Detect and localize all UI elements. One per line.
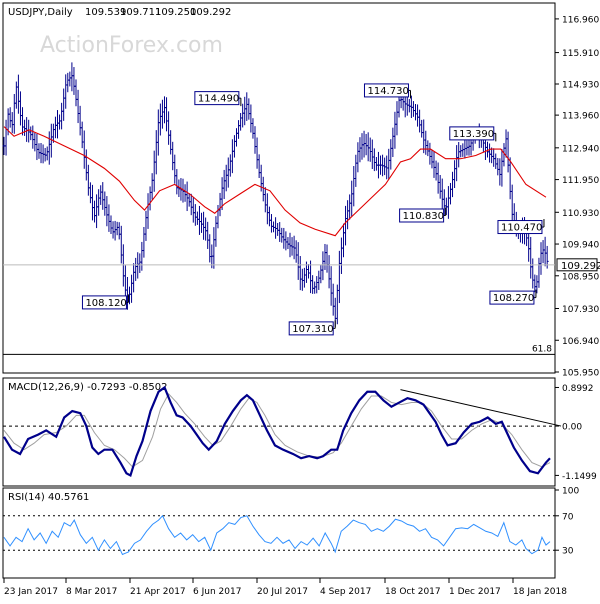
annotation-label: 107.310 (292, 324, 333, 335)
macd-title: MACD(12,26,9) -0.7293 -0.8502 (8, 382, 168, 393)
macd-tick-label: -1.1499 (562, 472, 597, 482)
price-tick-label: 109.940 (562, 241, 599, 251)
price-tick-label: 116.960 (562, 15, 599, 25)
price-tick-label: 111.950 (562, 176, 599, 186)
price-tick-label: 114.930 (562, 81, 599, 91)
price-title: USDJPY,Daily (8, 7, 73, 18)
price-tick-label: 108.950 (562, 272, 599, 282)
x-tick-label: 20 Jul 2017 (257, 587, 308, 597)
annotation-label: 108.120 (85, 298, 126, 309)
annotation-label: 114.730 (367, 86, 408, 97)
annotation-label: 114.490 (198, 94, 239, 105)
price-tick-label: 110.930 (562, 209, 599, 219)
price-tick-label: 113.960 (562, 112, 599, 122)
price-tick-label: 112.940 (562, 144, 599, 154)
annotation-label: 110.830 (403, 211, 444, 222)
fib-level-label: 61.8 (532, 344, 552, 354)
price-tick-label: 106.940 (562, 337, 599, 347)
x-tick-label: 8 Mar 2017 (66, 587, 117, 597)
x-tick-label: 4 Sep 2017 (320, 587, 371, 597)
x-tick-label: 1 Dec 2017 (449, 587, 501, 597)
x-tick-label: 21 Apr 2017 (130, 587, 186, 597)
annotation-label: 108.270 (493, 293, 534, 304)
x-tick-label: 23 Jan 2017 (4, 587, 58, 597)
annotation-label: 113.390 (453, 129, 494, 140)
x-tick-label: 18 Oct 2017 (385, 587, 441, 597)
ohlc-close: 109.292 (190, 7, 231, 18)
rsi-tick-label: 100 (562, 487, 579, 497)
x-tick-label: 6 Jun 2017 (193, 587, 241, 597)
macd-tick-label: 0.00 (562, 423, 582, 433)
price-tick-label: 115.910 (562, 49, 599, 59)
rsi-tick-label: 30 (562, 547, 574, 557)
rsi-title: RSI(14) 40.5761 (8, 492, 89, 503)
x-tick-label: 18 Jan 2018 (513, 587, 567, 597)
last-price-label: 109.292 (561, 261, 600, 272)
annotation-label: 110.470 (501, 223, 542, 234)
price-tick-label: 107.930 (562, 305, 599, 315)
rsi-tick-label: 70 (562, 512, 574, 522)
watermark: ActionForex.com (40, 33, 223, 58)
macd-tick-label: 0.8992 (562, 384, 594, 394)
last-price-marker: 109.292 (557, 259, 600, 272)
price-tick-label: 105.950 (562, 369, 599, 379)
